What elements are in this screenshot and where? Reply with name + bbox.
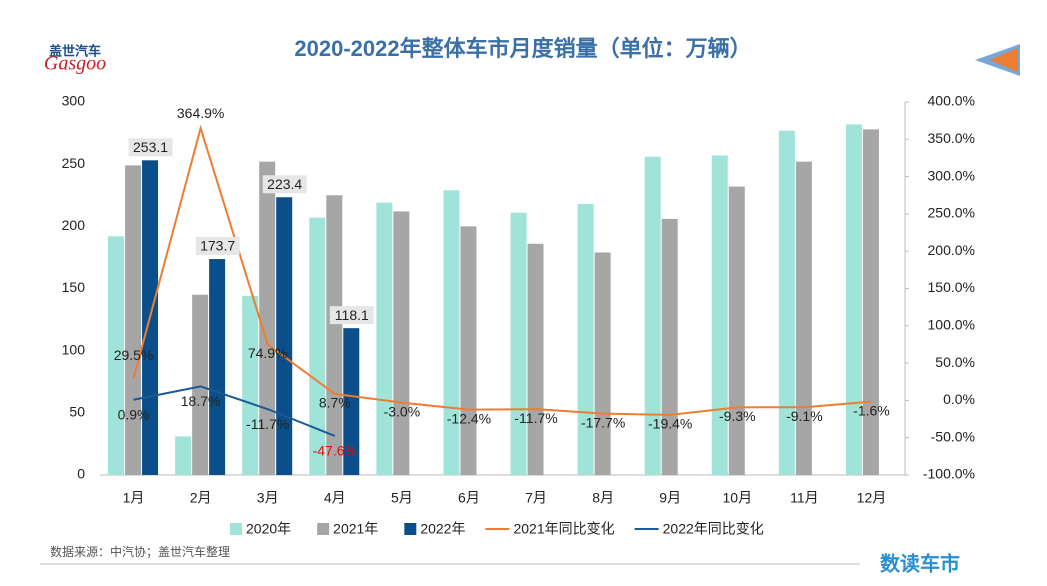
bar bbox=[192, 294, 209, 475]
bar bbox=[795, 161, 812, 475]
x-tick-label: 4月 bbox=[324, 490, 346, 506]
x-tick-label: 6月 bbox=[458, 490, 480, 506]
bar bbox=[845, 124, 862, 475]
legend-label: 2022年 bbox=[420, 521, 465, 537]
x-tick-label: 12月 bbox=[857, 490, 887, 506]
logo-name: 盖世汽车 bbox=[49, 43, 101, 58]
bar bbox=[661, 218, 678, 475]
data-label-bg bbox=[195, 237, 240, 256]
legend-swatch bbox=[230, 523, 242, 535]
y2-tick-label: -50.0% bbox=[931, 428, 975, 444]
bar bbox=[644, 156, 661, 475]
y2-tick-label: 300.0% bbox=[928, 167, 975, 183]
legend-label: 2022年同比变化 bbox=[663, 521, 764, 537]
y2-tick-label: 250.0% bbox=[928, 205, 975, 221]
data-label: -47.6% bbox=[313, 443, 357, 459]
data-label: -19.4% bbox=[648, 416, 692, 432]
bar bbox=[443, 190, 460, 475]
x-tick-label: 10月 bbox=[723, 490, 753, 506]
y2-tick-label: 400.0% bbox=[928, 93, 975, 109]
logo-brand: Gasgoo bbox=[44, 53, 106, 75]
bar bbox=[125, 165, 142, 475]
x-tick-label: 3月 bbox=[257, 490, 279, 506]
y-tick-label: 300 bbox=[62, 93, 86, 109]
data-label-bg bbox=[329, 306, 374, 325]
bar bbox=[108, 236, 125, 475]
bar bbox=[209, 259, 226, 475]
bar bbox=[175, 436, 192, 475]
legend-label: 2021年同比变化 bbox=[513, 521, 614, 537]
bar bbox=[778, 130, 795, 475]
bar bbox=[393, 211, 410, 475]
data-label: 223.4 bbox=[267, 176, 302, 192]
data-label: -11.7% bbox=[514, 410, 557, 426]
chart-title: 2020-2022年整体车市月度销量（单位：万辆） bbox=[294, 36, 751, 61]
bar bbox=[309, 217, 326, 475]
y-tick-label: 100 bbox=[62, 341, 86, 357]
line bbox=[132, 124, 872, 416]
x-tick-label: 2月 bbox=[190, 490, 212, 506]
y2-tick-label: 200.0% bbox=[928, 242, 975, 258]
legend-label: 2020年 bbox=[246, 521, 291, 537]
x-tick-label: 5月 bbox=[391, 490, 413, 506]
y2-tick-label: -100.0% bbox=[923, 466, 975, 482]
data-label: -3.0% bbox=[384, 403, 421, 419]
data-label-bg bbox=[262, 175, 307, 194]
data-label: -12.4% bbox=[447, 410, 491, 426]
y-tick-label: 0 bbox=[77, 466, 85, 482]
bar bbox=[376, 202, 393, 475]
y-tick-label: 200 bbox=[62, 217, 86, 233]
bar bbox=[510, 212, 527, 475]
arrow-decoration bbox=[990, 48, 1018, 72]
data-label: -1.6% bbox=[853, 402, 890, 418]
x-tick-label: 11月 bbox=[790, 490, 819, 506]
data-label: 29.5% bbox=[114, 347, 154, 363]
source: 数据来源：中汽协；盖世汽车整理 bbox=[50, 544, 230, 559]
y2-tick-label: 0.0% bbox=[943, 391, 975, 407]
x-tick-label: 8月 bbox=[592, 490, 614, 506]
data-label: 173.7 bbox=[200, 238, 235, 254]
x-tick-label: 9月 bbox=[659, 490, 681, 506]
y2-tick-label: 50.0% bbox=[935, 354, 975, 370]
data-label: 0.9% bbox=[118, 406, 150, 422]
footer-brand: 数读车市 bbox=[880, 551, 960, 575]
y-tick-label: 150 bbox=[62, 279, 86, 295]
data-label: -9.3% bbox=[719, 408, 756, 424]
data-label: 18.7% bbox=[181, 393, 221, 409]
y2-tick-label: 100.0% bbox=[928, 317, 975, 333]
legend-swatch bbox=[404, 523, 417, 535]
bar bbox=[460, 226, 477, 475]
bar bbox=[343, 328, 360, 475]
y-tick-label: 50 bbox=[69, 404, 85, 420]
data-label: -9.1% bbox=[786, 408, 823, 424]
data-label: 253.1 bbox=[133, 139, 168, 155]
data-label: 8.7% bbox=[319, 395, 351, 411]
bar bbox=[594, 252, 611, 475]
bar bbox=[711, 155, 728, 476]
bar bbox=[326, 195, 343, 475]
data-label: -11.7% bbox=[246, 416, 289, 432]
x-tick-label: 1月 bbox=[123, 490, 145, 506]
y-tick-label: 250 bbox=[62, 155, 86, 171]
y2-tick-label: 150.0% bbox=[928, 279, 975, 295]
line bbox=[133, 385, 336, 437]
data-label-bg bbox=[128, 138, 173, 157]
x-tick-label: 7月 bbox=[525, 490, 547, 506]
data-label: 118.1 bbox=[335, 307, 369, 323]
bar bbox=[276, 197, 293, 476]
bar bbox=[242, 295, 259, 475]
y2-tick-label: 350.0% bbox=[928, 130, 975, 146]
data-label: -17.7% bbox=[581, 414, 625, 430]
bar bbox=[862, 129, 879, 475]
data-label: 74.9% bbox=[248, 345, 288, 361]
legend-swatch bbox=[317, 523, 330, 535]
legend-label: 2021年 bbox=[333, 521, 378, 537]
bar bbox=[728, 186, 745, 475]
bar bbox=[527, 243, 544, 475]
data-label: 364.9% bbox=[177, 105, 224, 121]
bar bbox=[577, 203, 594, 475]
bar bbox=[259, 161, 276, 475]
